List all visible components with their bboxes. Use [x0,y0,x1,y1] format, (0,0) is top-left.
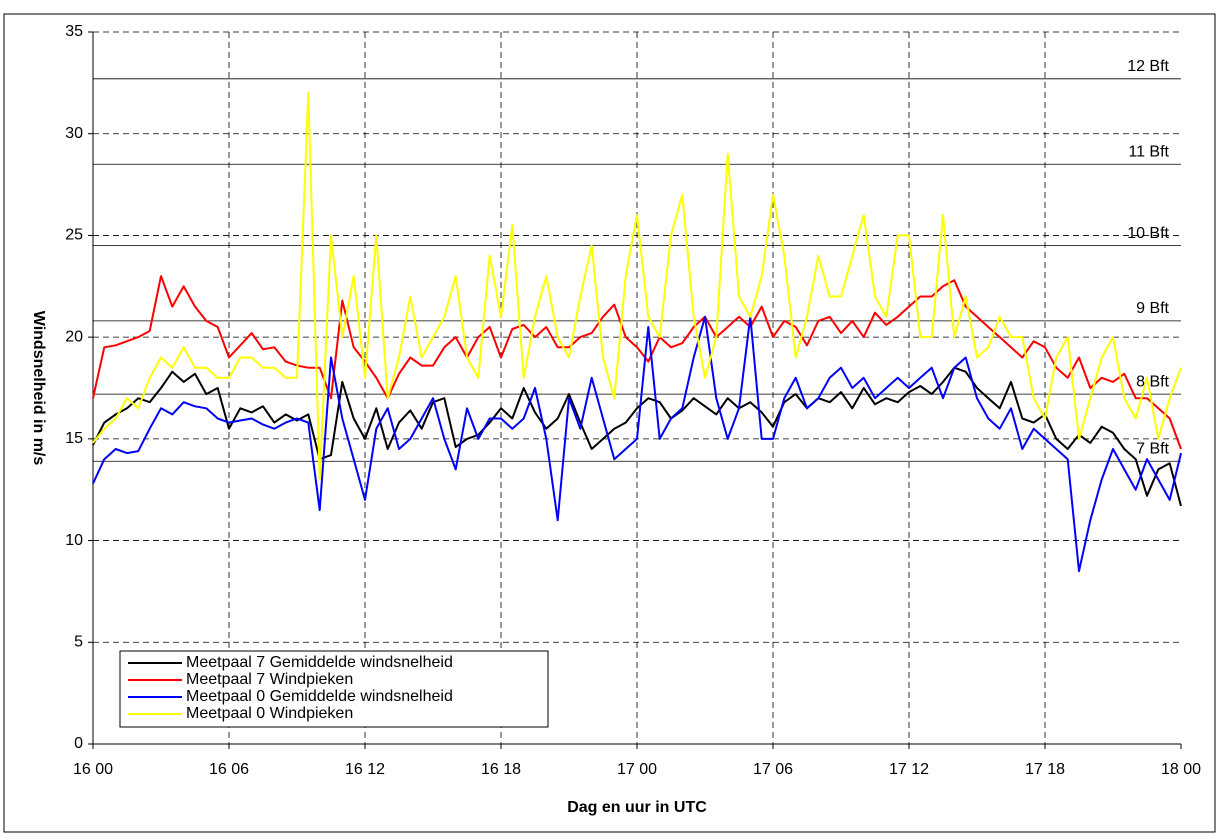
x-tick-label: 16 00 [73,761,113,778]
y-tick-label: 25 [65,227,83,244]
y-tick-label: 5 [74,634,83,651]
series-line [92,92,1182,481]
x-tick-label: 16 18 [481,761,521,778]
x-tick-label: 18 00 [1161,761,1201,778]
legend-label: Meetpaal 0 Windpieken [186,705,353,722]
reference-label: 9 Bft [1136,300,1169,317]
reference-label: 12 Bft [1127,58,1169,75]
series-line [92,366,1182,507]
x-tick-label: 16 12 [345,761,385,778]
legend-label: Meetpaal 7 Windpieken [186,671,353,688]
reference-label: 7 Bft [1136,440,1169,457]
reference-label: 8 Bft [1136,373,1169,390]
legend-label: Meetpaal 7 Gemiddelde windsnelheid [186,654,453,671]
y-tick-label: 35 [65,23,83,40]
x-tick-label: 17 18 [1025,761,1065,778]
y-axis-label: Windsnelheid in m/s [30,311,47,466]
chart-frame [3,13,1216,833]
x-axis-label: Dag en uur in UTC [567,799,707,816]
y-tick-label: 15 [65,430,83,447]
y-tick-label: 20 [65,328,83,345]
x-tick-label: 17 12 [889,761,929,778]
y-tick-label: 30 [65,125,83,142]
series-line [92,315,1182,573]
legend-label: Meetpaal 0 Gemiddelde windsnelheid [186,688,453,705]
x-tick-label: 16 06 [209,761,249,778]
reference-label: 10 Bft [1127,225,1169,242]
x-tick-label: 17 00 [617,761,657,778]
reference-label: 11 Bft [1128,143,1169,160]
legend-box [119,650,549,728]
y-tick-label: 0 [74,735,83,752]
series-line [92,275,1182,450]
x-tick-label: 17 06 [753,761,793,778]
y-tick-label: 10 [65,532,83,549]
